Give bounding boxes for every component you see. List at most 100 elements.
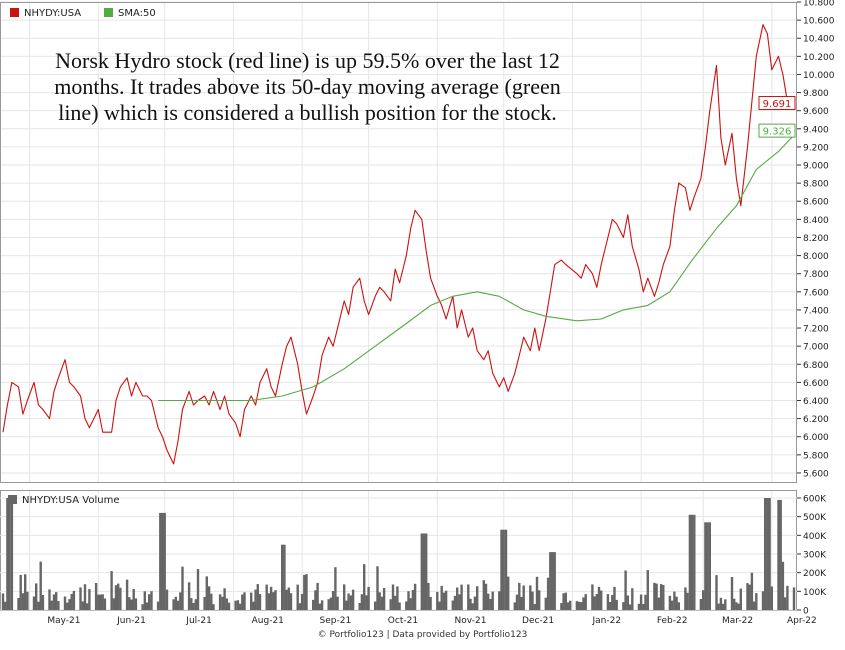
volume-bar — [334, 567, 337, 610]
volume-bar — [659, 584, 663, 610]
volume-bar — [688, 514, 692, 610]
volume-bar — [70, 593, 73, 610]
volume-bar — [19, 574, 22, 610]
volume-bar — [4, 601, 7, 610]
volume-bar — [504, 529, 508, 610]
volume-bar — [560, 603, 563, 610]
price-last-label: 9.691 — [763, 99, 792, 110]
volume-bar — [52, 594, 56, 610]
volume-bar — [411, 590, 415, 610]
x-tick-label: Jul-21 — [185, 616, 212, 626]
volume-bar — [502, 529, 505, 610]
sma-last-label: 9.326 — [763, 127, 792, 138]
price-ytick-label: 8.600 — [803, 198, 829, 208]
volume-bar — [413, 583, 417, 610]
volume-bar — [205, 576, 208, 610]
volume-bar — [48, 589, 51, 610]
volume-bar — [631, 588, 634, 610]
volume-bar — [748, 584, 751, 610]
volume-bar — [783, 597, 787, 610]
price-ytick-label: 8.000 — [803, 252, 829, 262]
price-panel: 5.600 5.800 6.000 6.200 6.400 6.600 6.800 7.000… — [0, 0, 835, 483]
volume-bar — [81, 601, 84, 610]
volume-bar — [575, 601, 579, 610]
volume-bar — [544, 597, 547, 610]
volume-bar — [336, 596, 339, 610]
volume-bar — [673, 591, 676, 610]
volume-bar — [626, 595, 629, 610]
volume-bar — [628, 604, 632, 610]
price-ytick-label: 10.200 — [803, 53, 835, 63]
volume-bar — [755, 593, 758, 610]
volume-bar — [300, 593, 304, 610]
x-tick-label: Jun-21 — [116, 616, 146, 626]
volume-bar — [721, 603, 725, 610]
volume-bar — [358, 603, 361, 610]
volume-bar — [380, 596, 384, 610]
volume-bar — [484, 583, 488, 610]
volume-bar — [141, 604, 144, 610]
volume-bar — [489, 599, 492, 610]
volume-bar — [163, 512, 166, 610]
volume-bar — [653, 582, 656, 610]
volume-bar — [172, 599, 175, 610]
volume-bar — [482, 580, 485, 610]
volume-bar — [646, 570, 649, 610]
volume-bar — [210, 593, 213, 610]
legend-label-volume: NHYDY:USA Volume — [22, 495, 119, 506]
volume-bar — [746, 583, 749, 610]
volume-bar — [8, 498, 11, 610]
volume-bar — [750, 572, 754, 610]
volume-bar — [715, 575, 718, 610]
volume-bar — [686, 592, 689, 610]
volume-bar — [600, 590, 603, 610]
volume-bar — [518, 582, 521, 610]
volume-bar — [343, 584, 346, 610]
volume-bar — [303, 574, 306, 610]
price-ytick-label: 8.800 — [803, 180, 829, 190]
volume-bar — [394, 595, 397, 610]
volume-bar — [161, 512, 164, 610]
volume-bar — [269, 586, 273, 610]
volume-bar — [699, 599, 703, 610]
volume-bar — [203, 597, 206, 610]
volume-bar — [438, 601, 441, 610]
price-ytick-label: 7.600 — [803, 288, 829, 298]
volume-bar — [564, 592, 567, 610]
price-ytick-label: 9.600 — [803, 107, 829, 117]
volume-ytick-label: 0 — [803, 607, 809, 617]
price-ytick-label: 6.200 — [803, 415, 829, 425]
volume-bar — [72, 590, 76, 610]
volume-bar — [187, 582, 191, 610]
volume-bar — [717, 603, 720, 610]
volume-bar — [207, 586, 211, 610]
volume-bar — [21, 593, 25, 610]
price-ytick-label: 7.800 — [803, 270, 829, 280]
volume-bar — [190, 598, 193, 610]
volume-bar — [150, 591, 153, 610]
volume-bar — [374, 601, 377, 610]
legend-swatch-price — [10, 8, 19, 17]
volume-bar — [639, 594, 643, 610]
volume-bar — [238, 603, 242, 610]
volume-bar — [764, 498, 767, 610]
x-tick-label: Mar-22 — [722, 616, 753, 626]
volume-bar — [642, 604, 645, 610]
volume-bar — [39, 561, 42, 610]
volume-bar — [349, 595, 353, 610]
volume-bar — [376, 566, 379, 610]
volume-panel: 0 100K 200K 300K 400K 500K 600K May-21 Jun-21 Jul… — [0, 490, 827, 626]
volume-bar — [458, 594, 461, 610]
volume-bar — [777, 499, 780, 610]
price-ytick-label: 5.600 — [803, 469, 829, 479]
volume-bar — [456, 587, 459, 610]
volume-bar — [655, 583, 658, 610]
volume-bar — [644, 594, 647, 610]
volume-bar — [159, 512, 162, 610]
volume-bar — [779, 499, 782, 610]
legend-label-price: NHYDY:USA — [24, 8, 81, 19]
volume-bar — [535, 576, 539, 610]
volume-bar — [165, 589, 169, 610]
volume-bar — [513, 602, 516, 610]
x-tick-label: Aug-21 — [252, 616, 284, 626]
